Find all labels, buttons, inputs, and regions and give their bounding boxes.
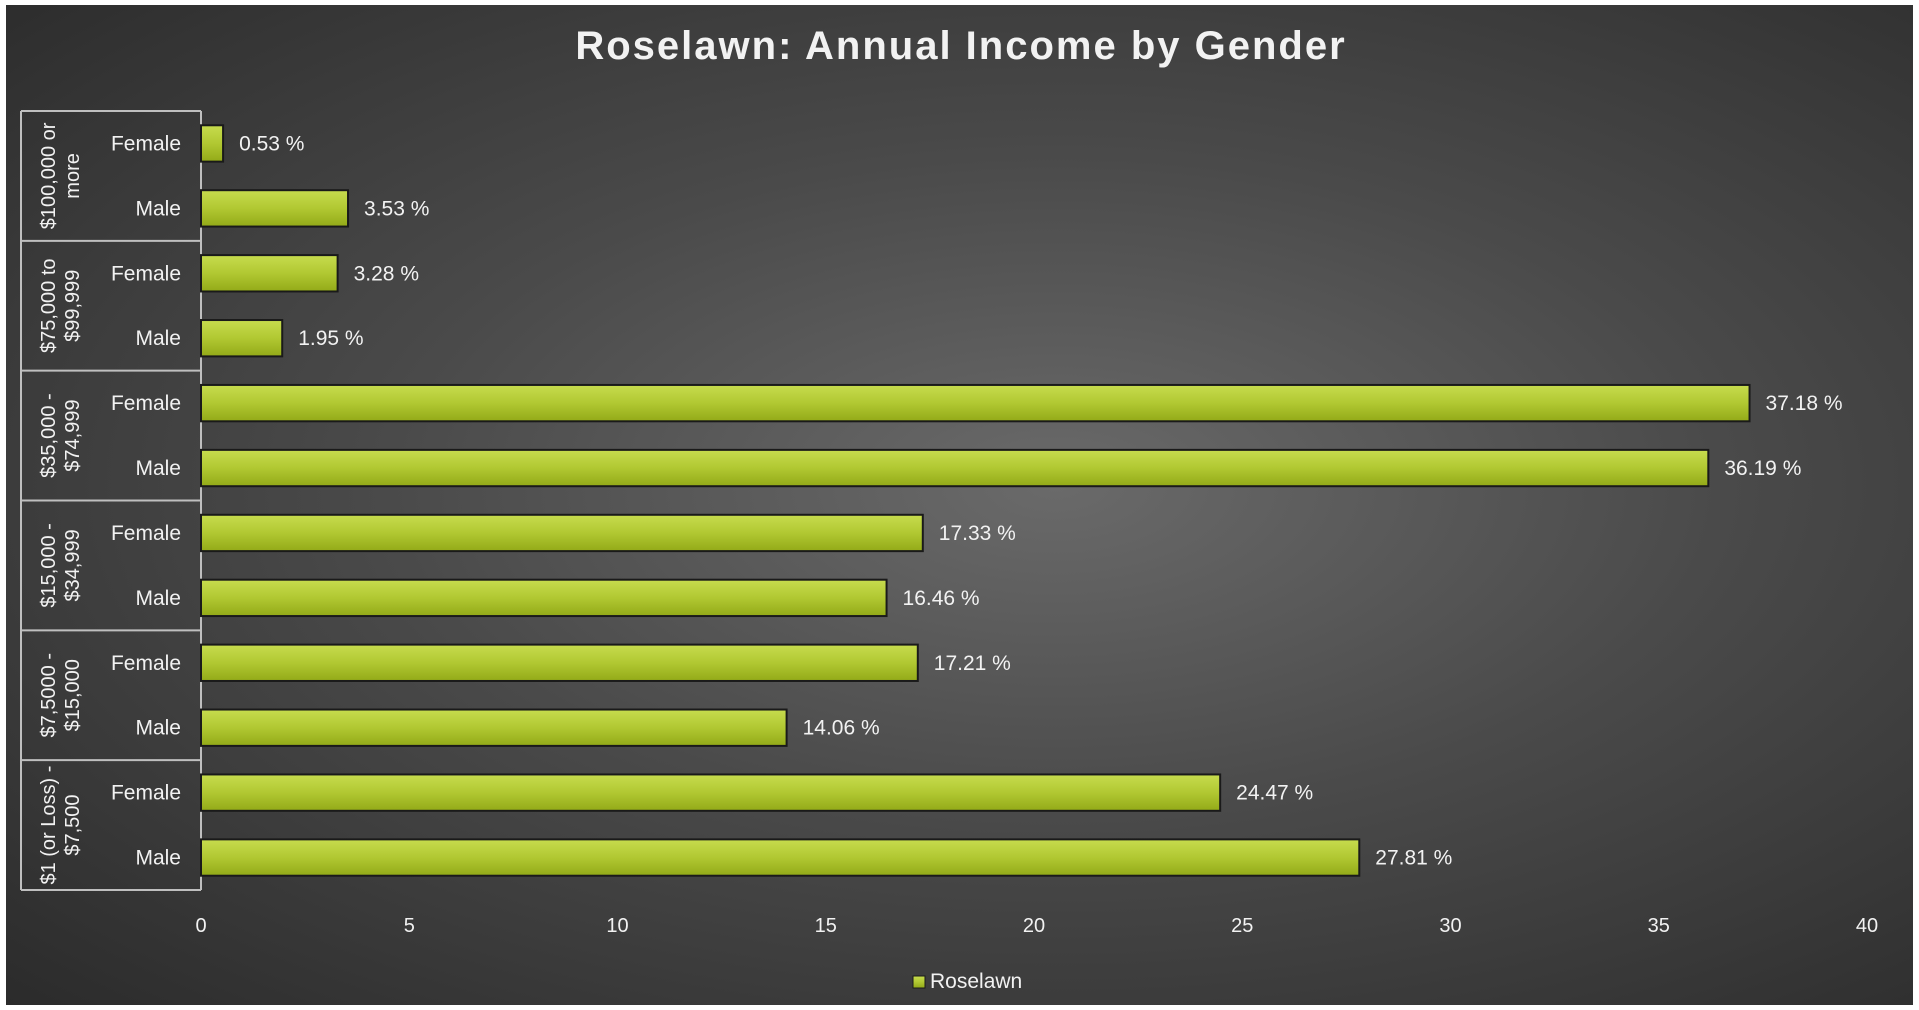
chart-title: Roselawn: Annual Income by Gender bbox=[575, 24, 1346, 68]
category-label: Male bbox=[135, 327, 181, 350]
group-label: $35,000 - $74,999 bbox=[38, 393, 84, 478]
data-label: 16.46 % bbox=[903, 587, 980, 610]
category-label: Male bbox=[135, 717, 181, 740]
legend-label: Roselawn bbox=[930, 970, 1022, 993]
category-label: Female bbox=[111, 132, 181, 155]
data-label: 3.28 % bbox=[354, 262, 419, 285]
category-label: Male bbox=[135, 847, 181, 870]
group-label-line: $35,000 - bbox=[38, 393, 60, 478]
group-label-line: more bbox=[62, 153, 84, 199]
category-label: Male bbox=[135, 587, 181, 610]
group-label-line: $15,000 bbox=[62, 659, 84, 731]
x-tick-label: 10 bbox=[606, 915, 628, 937]
group-label: $100,000 or more bbox=[38, 122, 84, 229]
bar[interactable] bbox=[200, 838, 1361, 877]
x-tick-label: 40 bbox=[1856, 915, 1878, 937]
bar-chart: Roselawn: Annual Income by Gender $100,0… bbox=[20, 24, 1878, 993]
data-label: 3.53 % bbox=[364, 197, 429, 220]
x-tick-label: 25 bbox=[1231, 915, 1253, 937]
plot-area: $100,000 or more Female 0.53 % Male 3.53 % $75… bbox=[20, 110, 1878, 937]
bar[interactable] bbox=[200, 773, 1222, 812]
bar[interactable] bbox=[200, 189, 350, 228]
data-label: 36.19 % bbox=[1724, 457, 1801, 480]
data-label: 1.95 % bbox=[298, 327, 363, 350]
data-label: 17.33 % bbox=[939, 522, 1016, 545]
category-label: Female bbox=[111, 522, 181, 545]
group-label-line: $75,000 to bbox=[38, 258, 60, 353]
group-label-line: $100,000 or bbox=[38, 122, 60, 229]
bar[interactable] bbox=[200, 124, 225, 163]
group-label: $75,000 to $99,999 bbox=[38, 258, 84, 353]
data-label: 37.18 % bbox=[1766, 392, 1843, 415]
x-tick-label: 5 bbox=[404, 915, 415, 937]
bar[interactable] bbox=[200, 448, 1710, 488]
group-label: $15,000 - $34,999 bbox=[38, 523, 84, 608]
bar[interactable] bbox=[200, 578, 888, 618]
x-tick-label: 20 bbox=[1023, 915, 1045, 937]
group-label-line: $99,999 bbox=[62, 270, 84, 342]
x-tick-label: 35 bbox=[1648, 915, 1670, 937]
category-label: Male bbox=[135, 457, 181, 480]
data-label: 27.81 % bbox=[1375, 847, 1452, 870]
chart-area: Roselawn: Annual Income by Gender $100,0… bbox=[6, 5, 1913, 1005]
category-label: Female bbox=[111, 392, 181, 415]
bar[interactable] bbox=[200, 513, 924, 553]
group-label-line: $7,500 bbox=[62, 794, 84, 855]
category-label: Female bbox=[111, 782, 181, 805]
data-label: 14.06 % bbox=[803, 717, 880, 740]
group-label-line: $34,999 bbox=[62, 529, 84, 601]
bar[interactable] bbox=[200, 254, 339, 293]
group-label-line: $15,000 - bbox=[38, 523, 60, 608]
category-label: Female bbox=[111, 652, 181, 675]
group-label-line: $1 (or Loss) - bbox=[38, 766, 60, 885]
category-label: Female bbox=[111, 262, 181, 285]
bar[interactable] bbox=[200, 319, 284, 358]
data-label: 0.53 % bbox=[239, 132, 304, 155]
legend-swatch bbox=[912, 975, 926, 989]
bar[interactable] bbox=[200, 708, 788, 747]
group-label-line: $7,5000 - bbox=[38, 653, 60, 738]
group-label-line: $74,999 bbox=[62, 399, 84, 471]
category-label: Male bbox=[135, 197, 181, 220]
bar[interactable] bbox=[200, 383, 1751, 423]
bar[interactable] bbox=[200, 643, 919, 682]
data-label: 17.21 % bbox=[934, 652, 1011, 675]
data-label: 24.47 % bbox=[1236, 782, 1313, 805]
group-label: $1 (or Loss) - $7,500 bbox=[38, 766, 84, 885]
legend[interactable]: Roselawn bbox=[912, 970, 1022, 993]
x-tick-label: 15 bbox=[815, 915, 837, 937]
group-label: $7,5000 - $15,000 bbox=[38, 653, 84, 738]
x-tick-label: 30 bbox=[1439, 915, 1461, 937]
x-tick-label: 0 bbox=[195, 915, 206, 937]
